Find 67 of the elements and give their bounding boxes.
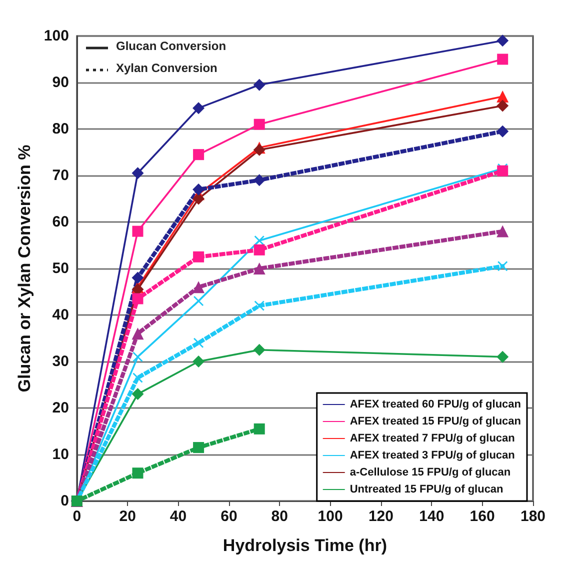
point xyxy=(193,442,204,454)
point xyxy=(254,423,265,434)
y-tick-label: 20 xyxy=(52,400,69,416)
legend-label: AFEX treated 60 FPU/g of glucan xyxy=(350,398,522,410)
x-tick-label: 180 xyxy=(520,508,546,525)
x-tick-label: 0 xyxy=(72,508,82,525)
point xyxy=(132,388,144,400)
point xyxy=(496,350,509,363)
x-tick-label: 100 xyxy=(318,508,343,525)
annotation: Glucan Conversion xyxy=(116,39,226,53)
point xyxy=(193,149,204,160)
y-tick-label: 60 xyxy=(52,214,69,230)
legend-label: Untreated 15 FPU/g of glucan xyxy=(350,484,504,496)
point xyxy=(253,344,266,356)
legend-label: a-Cellulose 15 FPU/g of glucan xyxy=(350,466,511,478)
point xyxy=(194,296,204,306)
y-tick-label: 100 xyxy=(44,28,69,44)
point xyxy=(253,78,266,91)
point xyxy=(132,328,144,340)
point xyxy=(192,102,205,114)
x-tick-label: 140 xyxy=(419,508,444,525)
point xyxy=(132,352,143,362)
point xyxy=(496,125,509,138)
y-tick-label: 90 xyxy=(52,74,69,91)
point xyxy=(496,100,509,112)
point xyxy=(253,174,266,186)
point xyxy=(132,372,143,383)
point xyxy=(253,262,266,274)
point xyxy=(132,293,144,304)
annotation: Xylan Conversion xyxy=(116,61,218,75)
point xyxy=(497,54,508,65)
y-tick-label: 10 xyxy=(52,446,69,463)
point xyxy=(194,338,204,348)
point xyxy=(192,192,205,205)
point xyxy=(254,236,264,246)
x-tick-label: 80 xyxy=(271,508,288,525)
legend-label: AFEX treated 3 FPU/g of glucan xyxy=(350,450,516,462)
y-tick-label: 80 xyxy=(52,120,69,138)
point xyxy=(192,183,205,196)
point xyxy=(498,261,508,272)
x-tick-label: 40 xyxy=(170,508,187,525)
x-tick-label: 20 xyxy=(119,508,136,525)
point xyxy=(132,468,144,479)
y-tick-label: 40 xyxy=(52,306,69,324)
point xyxy=(132,167,144,180)
legend-label: AFEX treated 15 FPU/g of glucan xyxy=(350,416,522,428)
point xyxy=(192,356,205,368)
point xyxy=(254,300,264,311)
point xyxy=(132,226,144,237)
x-tick-label: 160 xyxy=(470,508,495,525)
y-tick-label: 30 xyxy=(52,353,69,370)
x-tick-label: 120 xyxy=(368,508,394,525)
y-tick-label: 0 xyxy=(60,492,69,510)
point xyxy=(496,34,509,47)
y-tick-label: 70 xyxy=(52,167,69,184)
y-tick-label: 50 xyxy=(52,260,69,277)
point xyxy=(254,244,265,256)
point xyxy=(497,165,508,176)
point xyxy=(254,118,265,130)
x-tick-label: 60 xyxy=(220,508,238,525)
x-axis-title: Hydrolysis Time (hr) xyxy=(222,536,387,555)
point xyxy=(192,281,205,294)
point xyxy=(193,251,204,262)
point xyxy=(132,272,144,284)
point xyxy=(496,225,509,238)
legend-label: AFEX treated 7 FPU/g of glucan xyxy=(350,432,516,444)
y-axis-title: Glucan or Xylan Conversion % xyxy=(15,144,34,392)
